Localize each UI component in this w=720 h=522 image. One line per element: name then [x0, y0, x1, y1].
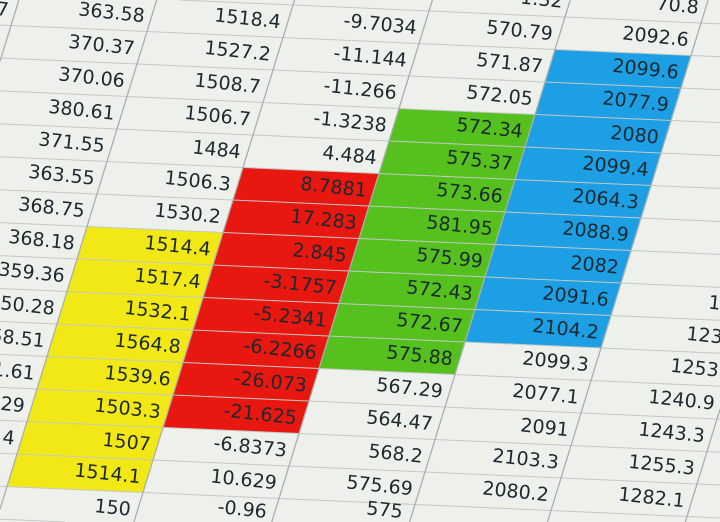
- cell-value[interactable]: 1506.7: [183, 102, 251, 131]
- column-gridline: [684, 409, 720, 522]
- cell-value[interactable]: 368.75: [17, 193, 85, 222]
- cell-value[interactable]: 363.55: [27, 161, 95, 190]
- cell-value[interactable]: 2092.6: [621, 22, 689, 51]
- cell-value[interactable]: 1255.3: [627, 451, 695, 480]
- highlight-block-col-5: [465, 49, 691, 348]
- cell-value[interactable]: 2103.3: [491, 445, 559, 474]
- column-gridline: [133, 0, 296, 522]
- row-gridline: [0, 90, 720, 124]
- cell-value[interactable]: 1527.2: [203, 37, 271, 66]
- row-gridline: [179, 0, 720, 25]
- cell-value[interactable]: 58.51: [0, 325, 46, 353]
- cell-value[interactable]: 1.32: [519, 0, 563, 13]
- column-gridline: [0, 0, 20, 62]
- row-gridline: [0, 452, 720, 486]
- row-gridline: [0, 485, 720, 519]
- cell-value[interactable]: -6.8373: [213, 432, 288, 462]
- cell-value[interactable]: -11.144: [333, 42, 408, 72]
- cell-value[interactable]: 1508.7: [193, 69, 261, 98]
- cell-value[interactable]: 1506.3: [163, 167, 231, 196]
- cell-value[interactable]: 2082: [569, 252, 619, 279]
- cell-value[interactable]: 2091: [519, 414, 569, 441]
- row-gridline: [0, 24, 720, 58]
- row-gridline: [0, 222, 720, 255]
- cell-value[interactable]: 4.484: [321, 142, 377, 170]
- cell-value[interactable]: 570.79: [485, 16, 553, 45]
- row-gridline: [0, 386, 720, 420]
- cell-value[interactable]: 359.36: [0, 258, 66, 287]
- cell-value[interactable]: 575: [365, 497, 403, 522]
- cell-value[interactable]: 1507: [101, 429, 151, 456]
- row-gridline: [0, 419, 720, 453]
- cell-value[interactable]: 2077.1: [511, 380, 579, 409]
- cell-value[interactable]: 363.58: [77, 0, 145, 27]
- row-gridline: [0, 320, 720, 354]
- cell-value[interactable]: -9.7034: [343, 10, 418, 40]
- cell-value[interactable]: 368.18: [7, 226, 75, 255]
- cell-value[interactable]: 1518.4: [213, 4, 281, 33]
- column-gridline: [271, 0, 434, 522]
- cell-value[interactable]: 370.37: [67, 31, 135, 60]
- cell-value[interactable]: 2099.3: [521, 347, 589, 376]
- row-gridline: [0, 189, 720, 222]
- cell-value[interactable]: 380.61: [47, 96, 115, 125]
- column-gridline: [0, 0, 158, 510]
- cell-value[interactable]: 370.06: [57, 63, 125, 92]
- cell-value[interactable]: 4: [1, 427, 15, 450]
- cell-value[interactable]: 568.2: [367, 440, 423, 468]
- cell-value[interactable]: 575.69: [345, 471, 413, 500]
- cell-value[interactable]: 121: [707, 292, 720, 318]
- cell-value[interactable]: 1240.9: [647, 386, 715, 415]
- row-gridline: [0, 353, 720, 387]
- cell-value[interactable]: 572.05: [465, 81, 533, 110]
- cell-value[interactable]: 371.55: [37, 128, 105, 157]
- cell-value[interactable]: 350.28: [0, 291, 56, 320]
- cell-value[interactable]: 567.29: [375, 374, 443, 403]
- cell-value[interactable]: 2080.2: [481, 477, 549, 506]
- row-gridline: [0, 255, 720, 288]
- cell-value[interactable]: 10.629: [209, 465, 277, 494]
- cell-value[interactable]: 1243.3: [637, 418, 705, 447]
- row-gridline: [0, 123, 720, 157]
- cell-value[interactable]: 564.47: [365, 406, 433, 435]
- cell-value[interactable]: -0.96: [217, 496, 268, 522]
- column-gridline: [408, 0, 571, 522]
- cell-value[interactable]: -1.3238: [313, 107, 388, 137]
- cell-value[interactable]: 1530.2: [153, 199, 221, 228]
- row-gridline: [0, 156, 720, 190]
- cell-value[interactable]: 1282.1: [617, 483, 685, 512]
- cell-value[interactable]: 1253.: [669, 355, 720, 383]
- cell-value[interactable]: 2080: [609, 122, 659, 149]
- cell-value[interactable]: 70.8: [655, 0, 699, 19]
- cell-value[interactable]: 150: [93, 495, 131, 521]
- cell-value[interactable]: 1234: [685, 323, 720, 350]
- cell-value[interactable]: 1.61: [0, 358, 36, 384]
- cell-value[interactable]: 29: [0, 393, 26, 417]
- row-gridline: [0, 57, 720, 91]
- cell-value[interactable]: 571.87: [475, 49, 543, 78]
- cell-value[interactable]: 1484: [191, 136, 241, 163]
- cell-value[interactable]: -11.266: [323, 75, 398, 105]
- cell-value[interactable]: 7: [0, 0, 10, 21]
- row-gridline: [0, 288, 720, 321]
- column-gridline: [546, 0, 709, 522]
